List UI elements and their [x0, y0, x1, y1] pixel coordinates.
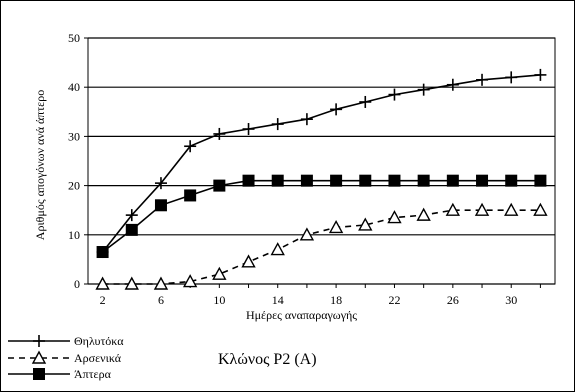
- y-tick-label: 40: [68, 80, 80, 94]
- series-3: [96, 174, 547, 259]
- square-marker: [125, 223, 138, 236]
- triangle-marker: [328, 219, 344, 234]
- series-line: [102, 179, 541, 253]
- y-axis: 0 10 20 30 40 50: [68, 31, 88, 291]
- series-1: [96, 68, 547, 259]
- triangle-marker: [270, 242, 285, 256]
- y-tick-label: 10: [68, 228, 80, 242]
- y-tick-label: 0: [74, 277, 80, 291]
- plus-marker: [271, 118, 284, 131]
- triangle-marker: [387, 210, 402, 224]
- series-2: [95, 202, 548, 290]
- triangle-marker: [182, 274, 198, 288]
- series-line: [102, 209, 541, 285]
- x-axis-title: Ημέρες αναπαραγωγής: [246, 308, 357, 322]
- x-tick-label: 18: [330, 293, 342, 307]
- x-tick-label: 14: [272, 293, 284, 307]
- square-marker: [359, 174, 372, 187]
- legend-label: Άπτερα: [74, 367, 112, 381]
- chart-caption: Κλώνος P2 (A): [218, 351, 317, 368]
- square-marker: [242, 174, 255, 187]
- x-tick-label: 30: [505, 293, 517, 307]
- plus-marker: [417, 83, 430, 96]
- plus-marker: [242, 123, 255, 136]
- square-marker: [505, 174, 518, 187]
- plus-marker: [96, 246, 109, 259]
- square-marker: [534, 174, 547, 187]
- legend-label: Θηλυτόκα: [74, 334, 124, 348]
- x-tick-label: 26: [447, 293, 459, 307]
- plus-marker: [213, 127, 226, 140]
- triangle-marker: [153, 276, 169, 290]
- plus-marker: [33, 335, 45, 347]
- triangle-marker: [299, 227, 315, 241]
- square-marker: [33, 368, 45, 380]
- plus-marker: [505, 71, 518, 84]
- plus-marker: [184, 140, 197, 153]
- triangle-marker: [504, 202, 519, 216]
- legend: Θηλυτόκα Αρσενικά Άπτερα: [8, 334, 124, 381]
- plus-marker: [330, 103, 343, 116]
- plot-frame: [87, 37, 556, 285]
- triangle-marker: [124, 276, 139, 290]
- plus-marker: [359, 95, 372, 108]
- x-tick-label: 2: [100, 293, 106, 307]
- triangle-marker: [212, 266, 227, 280]
- legend-item-2: Αρσενικά: [8, 350, 122, 365]
- triangle-marker: [533, 202, 548, 216]
- plus-marker: [446, 78, 459, 91]
- square-marker: [184, 189, 197, 202]
- triangle-marker: [445, 202, 461, 216]
- y-tick-label: 30: [68, 129, 80, 143]
- square-marker: [476, 174, 489, 187]
- y-axis-title: Αριθμός απογόνων ανά άπτερο: [33, 90, 47, 240]
- triangle-marker: [95, 276, 110, 290]
- square-marker: [271, 174, 284, 187]
- plus-marker: [125, 209, 138, 222]
- triangle-marker: [474, 202, 490, 216]
- plus-marker: [388, 88, 401, 101]
- square-marker: [417, 174, 430, 187]
- plus-marker: [154, 177, 167, 190]
- square-marker: [330, 174, 343, 187]
- triangle-marker: [416, 207, 431, 221]
- square-marker: [446, 174, 459, 187]
- x-tick-label: 10: [213, 293, 225, 307]
- plus-marker: [300, 113, 313, 126]
- x-tick-label: 22: [388, 293, 400, 307]
- legend-label: Αρσενικά: [74, 351, 122, 365]
- triangle-marker: [358, 217, 373, 231]
- y-tick-label: 50: [68, 31, 80, 45]
- series-group: [95, 68, 548, 290]
- square-marker: [213, 179, 226, 192]
- triangle-marker: [241, 254, 256, 268]
- square-marker: [300, 174, 313, 187]
- plus-marker: [534, 68, 547, 81]
- legend-item-3: Άπτερα: [8, 367, 112, 381]
- triangle-marker: [31, 350, 47, 364]
- square-marker: [154, 199, 167, 212]
- square-marker: [388, 174, 401, 187]
- series-line: [101, 74, 541, 253]
- y-tick-label: 20: [68, 179, 80, 193]
- legend-item-1: Θηλυτόκα: [8, 334, 124, 348]
- plus-marker: [476, 73, 489, 86]
- x-tick-label: 6: [158, 293, 164, 307]
